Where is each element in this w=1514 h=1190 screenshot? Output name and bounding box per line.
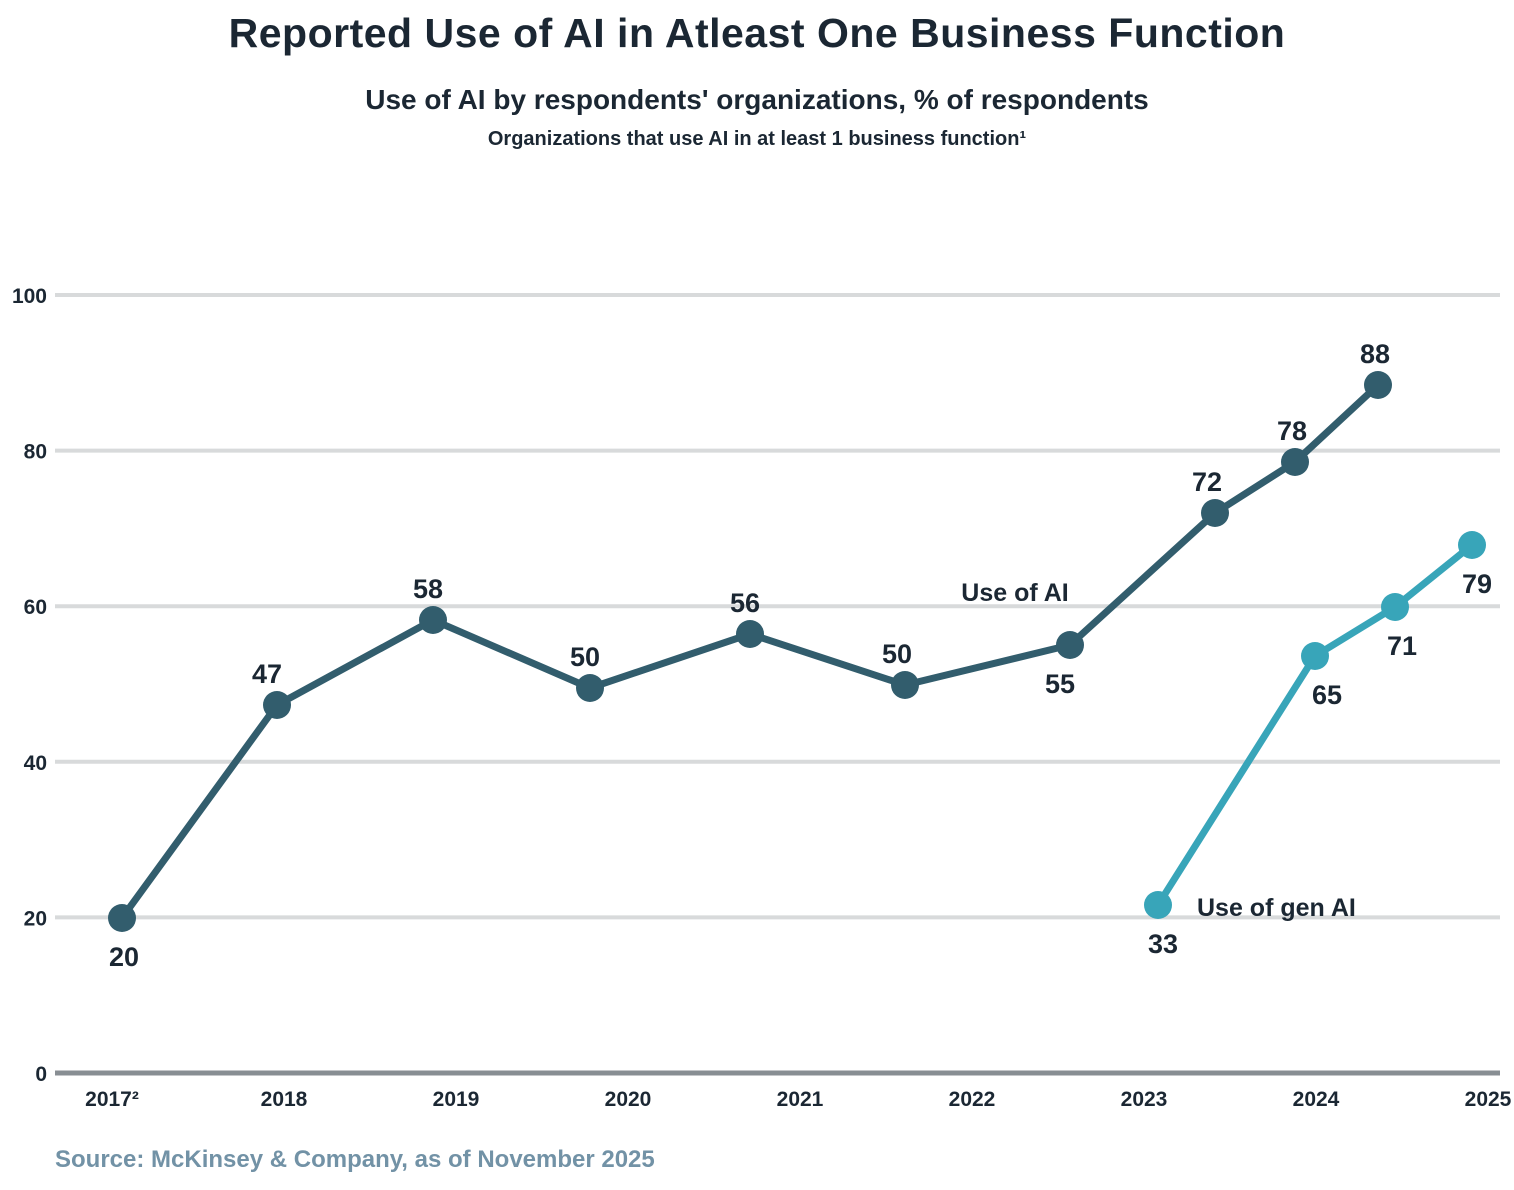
x-tick-label: 2019 <box>433 1088 480 1111</box>
y-tick-label: 100 <box>12 285 47 308</box>
ai-data-point <box>1056 631 1084 659</box>
y-tick-label: 80 <box>24 441 47 464</box>
ai-data-label: 47 <box>252 659 282 689</box>
gen-ai-data-label: 79 <box>1462 569 1492 599</box>
ai-data-label: 78 <box>1277 416 1307 446</box>
ai-data-point <box>1201 499 1229 527</box>
x-tick-label: 2020 <box>605 1088 652 1111</box>
ai-data-point <box>419 606 447 634</box>
y-tick-label: 0 <box>35 1063 47 1086</box>
ai-data-label: 50 <box>570 642 600 672</box>
x-tick-label: 2025 <box>1465 1088 1512 1111</box>
y-tick-label: 20 <box>24 907 47 930</box>
ai-data-label: 56 <box>730 588 760 618</box>
gen-ai-data-point <box>1301 642 1329 670</box>
ai-data-point <box>736 620 764 648</box>
ai-data-point <box>108 904 136 932</box>
ai-data-label: 55 <box>1045 669 1075 699</box>
x-tick-label: 2018 <box>261 1088 308 1111</box>
ai-data-label: 72 <box>1192 467 1222 497</box>
gen-ai-data-point <box>1458 531 1486 559</box>
gen-ai-data-point <box>1381 593 1409 621</box>
gen-ai-data-label: 33 <box>1148 929 1178 959</box>
source-note: Source: McKinsey & Company, as of Novemb… <box>55 1146 655 1173</box>
gen-ai-series-line <box>1154 541 1476 909</box>
ai-data-label: 50 <box>882 639 912 669</box>
ai-data-point <box>263 691 291 719</box>
ai-data-label: 58 <box>413 574 443 604</box>
ai-data-point <box>1364 371 1392 399</box>
gen-ai-data-label: 65 <box>1312 680 1342 710</box>
chart-description: Organizations that use AI in at least 1 … <box>487 128 1027 150</box>
x-tick-label: 2022 <box>949 1088 996 1111</box>
series-annotation: Use of gen AI <box>1197 894 1356 922</box>
gen-ai-data-label: 71 <box>1387 631 1417 661</box>
x-tick-label: 2024 <box>1293 1088 1340 1111</box>
gen-ai-data-point <box>1144 891 1172 919</box>
ai-data-label: 88 <box>1360 339 1390 369</box>
y-tick-label: 60 <box>24 596 47 619</box>
ai-series-line <box>118 381 1382 922</box>
x-tick-label: 2023 <box>1121 1088 1168 1111</box>
page-title: Reported Use of AI in Atleast One Busine… <box>228 10 1286 56</box>
ai-data-point <box>1281 448 1309 476</box>
series-annotation: Use of AI <box>961 579 1068 607</box>
ai-data-label: 20 <box>109 942 139 972</box>
ai-data-point <box>891 671 919 699</box>
ai-data-point <box>576 674 604 702</box>
chart-subtitle: Use of AI by respondents' organizations,… <box>365 84 1149 115</box>
y-tick-label: 40 <box>24 752 47 775</box>
x-tick-label: 2021 <box>777 1088 824 1111</box>
x-tick-label: 2017² <box>85 1088 139 1111</box>
